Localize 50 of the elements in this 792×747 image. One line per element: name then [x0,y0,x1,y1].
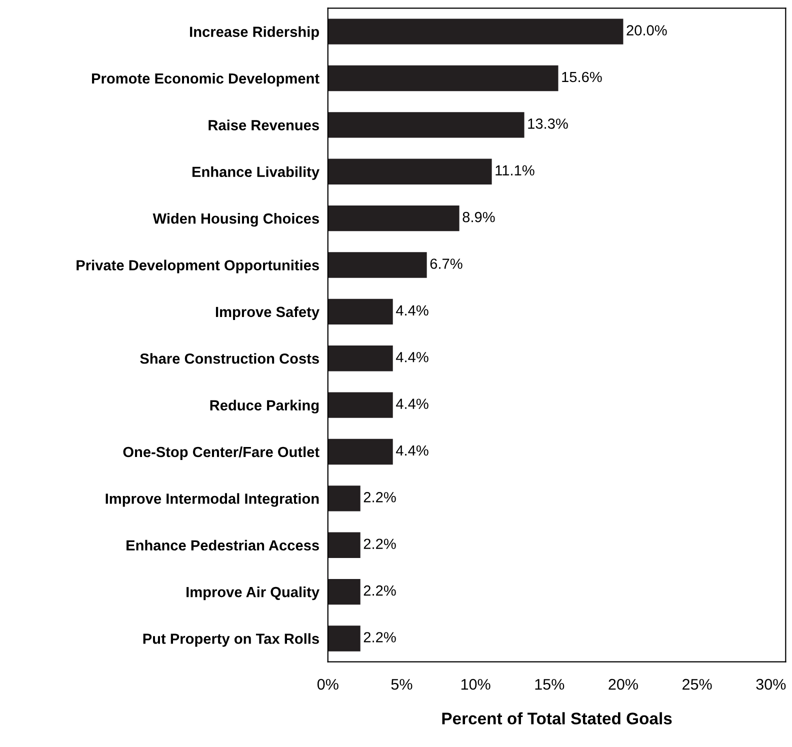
data-label: 4.4% [396,445,428,456]
data-label: 2.2% [364,632,396,642]
y-tick-label: Share Construction Costs [140,353,319,364]
x-tick-label: 25% [682,678,712,690]
bar [328,346,393,372]
y-tick-label: Private Development Opportunities [76,260,319,274]
data-label: 2.2% [364,492,396,502]
data-label: 4.4% [396,305,428,316]
bar [328,112,524,138]
x-tick-label: 0% [317,678,338,690]
bar [328,298,393,325]
x-tick-label: 10% [461,678,490,690]
x-tick-label: 30% [756,678,786,690]
bar [328,158,492,184]
y-tick-label: Enhance Livability [192,166,320,180]
bar [328,392,393,418]
x-tick-label: 20% [608,678,638,690]
y-tick-label: Increase Ridership [190,26,319,40]
bar [328,252,427,278]
y-tick-label: Improve Air Quality [186,586,320,600]
bar [328,438,393,465]
x-axis-title: Percent of Total Stated Goals [442,712,672,724]
data-label: 4.4% [396,398,428,409]
x-tick-label: 5% [391,678,412,690]
bar [328,532,360,558]
data-label: 20.0% [626,25,667,36]
y-tick-label: One-Stop Center/Fare Outlet [123,446,320,460]
y-tick-label: Widen Housing Choices [152,213,319,227]
y-tick-label: Improve Safety [216,306,320,320]
y-tick-label: Put Property on Tax Rolls [143,633,319,647]
data-label: 2.2% [364,585,396,596]
data-label: 11.1% [496,165,534,176]
y-tick-label: Promote Economic Development [92,72,320,87]
bar [328,18,624,44]
data-label: 13.3% [528,118,568,129]
bar [328,626,360,652]
y-tick-label: Enhance Pedestrian Access [126,540,319,551]
y-tick-label: Reduce Parking [210,400,319,414]
bar [328,205,460,232]
x-tick-label: 15% [535,678,564,690]
data-label: 4.4% [396,352,428,362]
bar [328,65,558,92]
bar [328,578,360,605]
data-label: 6.7% [430,258,462,269]
y-tick-label: Raise Revenues [208,120,319,130]
data-label: 8.9% [462,212,495,222]
bar [328,486,360,512]
y-tick-label: Improve Intermodal Integration [106,493,319,507]
data-label: 15.6% [562,72,602,82]
data-label: 2.2% [364,538,396,549]
